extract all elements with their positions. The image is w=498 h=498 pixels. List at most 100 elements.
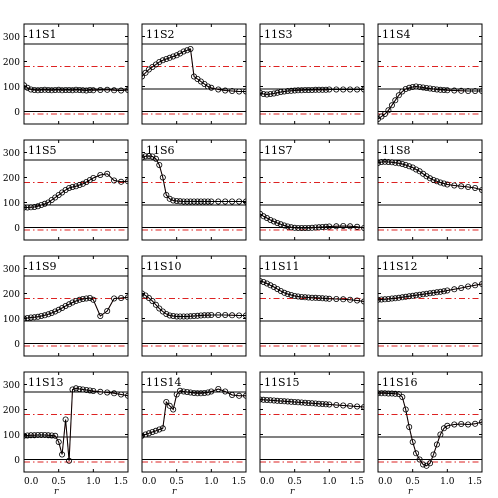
panel-11s8: 11S8	[377, 139, 483, 241]
data-point	[97, 388, 104, 395]
panel-label: 11S2	[146, 28, 175, 41]
data-point	[194, 390, 201, 397]
x-tick-label: 0.5	[52, 477, 67, 487]
data-point	[83, 295, 90, 302]
data-point	[180, 48, 187, 55]
panel-label: 11S8	[382, 144, 411, 157]
data-point	[104, 170, 111, 177]
data-point	[308, 294, 315, 301]
data-series-line	[378, 283, 482, 301]
data-series-line	[142, 155, 246, 202]
data-point	[86, 387, 93, 394]
data-point	[66, 457, 73, 464]
data-point	[274, 89, 281, 96]
data-point	[322, 295, 329, 302]
data-point	[173, 52, 180, 59]
x-tick-label: 1.5	[114, 477, 129, 487]
data-point	[340, 296, 347, 303]
panel-frame	[377, 23, 483, 125]
data-point	[66, 87, 73, 94]
x-tick-label: 0.5	[406, 477, 421, 487]
panel-11s4: 11S4	[377, 23, 483, 125]
data-point	[270, 90, 277, 97]
data-point	[378, 390, 381, 397]
data-point	[159, 174, 166, 181]
data-point	[395, 294, 402, 301]
data-point	[59, 87, 66, 94]
data-point	[326, 223, 333, 230]
panel-11s13: 11S13 0 100 200 300 0.0 0.5 1.0 1.5 r	[3, 371, 129, 497]
x-tick-label: 1.0	[86, 477, 101, 487]
data-point	[291, 398, 298, 405]
fit-line	[142, 48, 246, 92]
y-tick-label: 200	[3, 58, 20, 68]
data-point	[163, 56, 170, 63]
panel-frame	[259, 371, 365, 473]
data-point	[326, 401, 333, 408]
data-point	[385, 295, 392, 302]
data-point	[270, 218, 277, 225]
data-point	[187, 46, 194, 53]
data-point	[159, 57, 166, 64]
panel-label: 11S10	[146, 260, 182, 273]
data-point	[319, 295, 326, 302]
data-point	[180, 313, 187, 320]
x-tick-label: 0.5	[170, 477, 185, 487]
data-point	[378, 296, 385, 303]
data-point	[458, 183, 465, 190]
data-point	[166, 312, 173, 319]
data-point	[458, 284, 465, 291]
data-point	[166, 54, 173, 61]
data-point	[166, 195, 173, 202]
data-point	[333, 401, 340, 408]
data-point	[208, 198, 215, 205]
data-point	[104, 389, 111, 396]
data-point	[451, 87, 458, 94]
data-point	[55, 438, 62, 445]
y-tick-label: 100	[3, 315, 20, 325]
panel-label: 11S6	[146, 144, 175, 157]
data-point	[284, 223, 291, 230]
data-point	[305, 87, 312, 94]
data-point	[76, 87, 83, 94]
data-point	[298, 224, 305, 231]
data-point	[277, 89, 284, 96]
data-point	[204, 312, 211, 319]
data-point	[406, 163, 413, 170]
data-point	[406, 293, 413, 300]
data-point	[41, 86, 48, 93]
x-tick-label: 1.5	[350, 477, 365, 487]
panel-plot-area	[142, 385, 246, 463]
panel-plot-area	[378, 275, 482, 347]
data-series-line	[378, 392, 482, 467]
data-point	[315, 294, 322, 301]
data-point	[260, 278, 263, 284]
data-point	[395, 160, 402, 167]
data-point	[31, 203, 38, 210]
data-point	[236, 312, 243, 319]
data-point	[177, 198, 184, 205]
data-point	[472, 184, 479, 191]
y-tick-label: 300	[3, 265, 20, 275]
data-point	[319, 400, 326, 407]
panel-plot-area	[260, 159, 364, 231]
data-point	[66, 184, 73, 191]
data-point	[465, 421, 472, 428]
data-point	[260, 396, 263, 403]
data-point	[437, 288, 444, 295]
data-point	[392, 97, 399, 104]
data-point	[295, 87, 302, 94]
data-point	[34, 313, 41, 320]
data-point	[187, 313, 194, 320]
x-tick-label: 1.0	[204, 477, 219, 487]
data-point	[472, 88, 479, 95]
x-tick-label: 0.0	[142, 477, 157, 487]
data-point	[118, 87, 125, 94]
data-point	[437, 86, 444, 93]
data-point	[288, 87, 295, 94]
data-point	[267, 91, 274, 98]
data-point	[347, 296, 354, 303]
data-point	[76, 296, 83, 303]
data-point	[83, 386, 90, 393]
data-point	[27, 432, 34, 439]
